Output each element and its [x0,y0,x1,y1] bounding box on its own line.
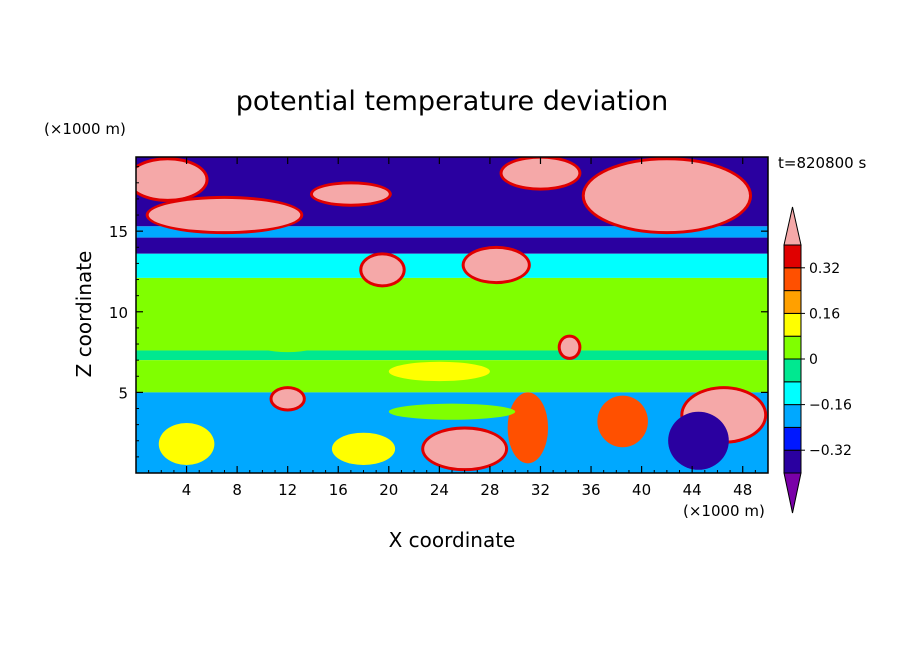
field-blob [597,395,648,448]
field-blob [331,432,396,465]
x-axis-unit: (×1000 m) [683,502,765,520]
field-band [136,350,768,361]
field-blob [507,392,549,464]
field-blob [388,403,516,420]
field-blob [224,287,351,353]
y-tick-label: 5 [118,384,128,402]
x-tick-label: 4 [182,481,192,499]
colorbar-bin [783,335,802,360]
chart-title: potential temperature deviation [235,86,669,117]
field-blob [136,160,206,199]
colorbar-bin [783,244,802,269]
field-blob [272,389,303,409]
x-tick-label: 40 [632,481,651,499]
field-band [136,253,768,278]
x-tick-label: 8 [232,481,242,499]
field-band [136,237,768,254]
y-tick-label: 15 [109,223,128,241]
x-tick-label: 16 [329,481,348,499]
colorbar-bin [783,290,802,314]
field-blob [464,248,528,282]
heatmap-field [136,157,768,473]
colorbar-bin [783,381,802,406]
x-axis-label-text: X coordinate [388,528,516,552]
colorbar: 0.32 0.16 0 −0.16 −0.32 [783,206,852,514]
y-tick-label: 10 [109,304,128,322]
x-tick-label: 24 [430,481,449,499]
colorbar-extend-top [783,206,802,246]
x-axis: 4 8 12 16 20 24 28 32 36 40 44 48 [148,157,769,499]
colorbar-bin [783,358,802,383]
time-label: t=820800 s [778,154,867,172]
x-tick-label: 12 [278,481,297,499]
colorbar-bin [783,267,802,292]
x-axis-label: X coordinate [0,528,904,552]
field-blob [362,255,403,285]
field-blob [502,158,579,188]
field-blob [158,423,215,465]
colorbar-bin [783,312,802,337]
y-axis-unit: (×1000 m) [44,120,126,138]
field-band [136,226,768,238]
colorbar-label: 0.16 [809,306,840,322]
field-blob [148,198,301,232]
x-tick-label: 44 [683,481,702,499]
field-blob [584,160,750,232]
field-blob [388,361,490,382]
x-tick-label: 48 [733,481,752,499]
y-axis: 5 10 15 [109,166,768,458]
field-blob [424,429,506,469]
colorbar-label: 0 [809,352,818,368]
colorbar-bin [783,426,802,451]
colorbar-label: −0.16 [809,398,852,414]
x-tick-label: 20 [379,481,398,499]
field-blob [312,184,389,204]
colorbar-extend-bottom [783,472,802,514]
colorbar-label: 0.32 [809,261,840,277]
field-blob [668,411,729,470]
x-tick-label: 36 [581,481,600,499]
colorbar-bin [783,404,802,428]
x-tick-label: 32 [531,481,550,499]
field-blob [560,337,579,357]
colorbar-bin [783,449,802,474]
x-tick-label: 28 [480,481,499,499]
colorbar-label: −0.32 [809,443,852,459]
